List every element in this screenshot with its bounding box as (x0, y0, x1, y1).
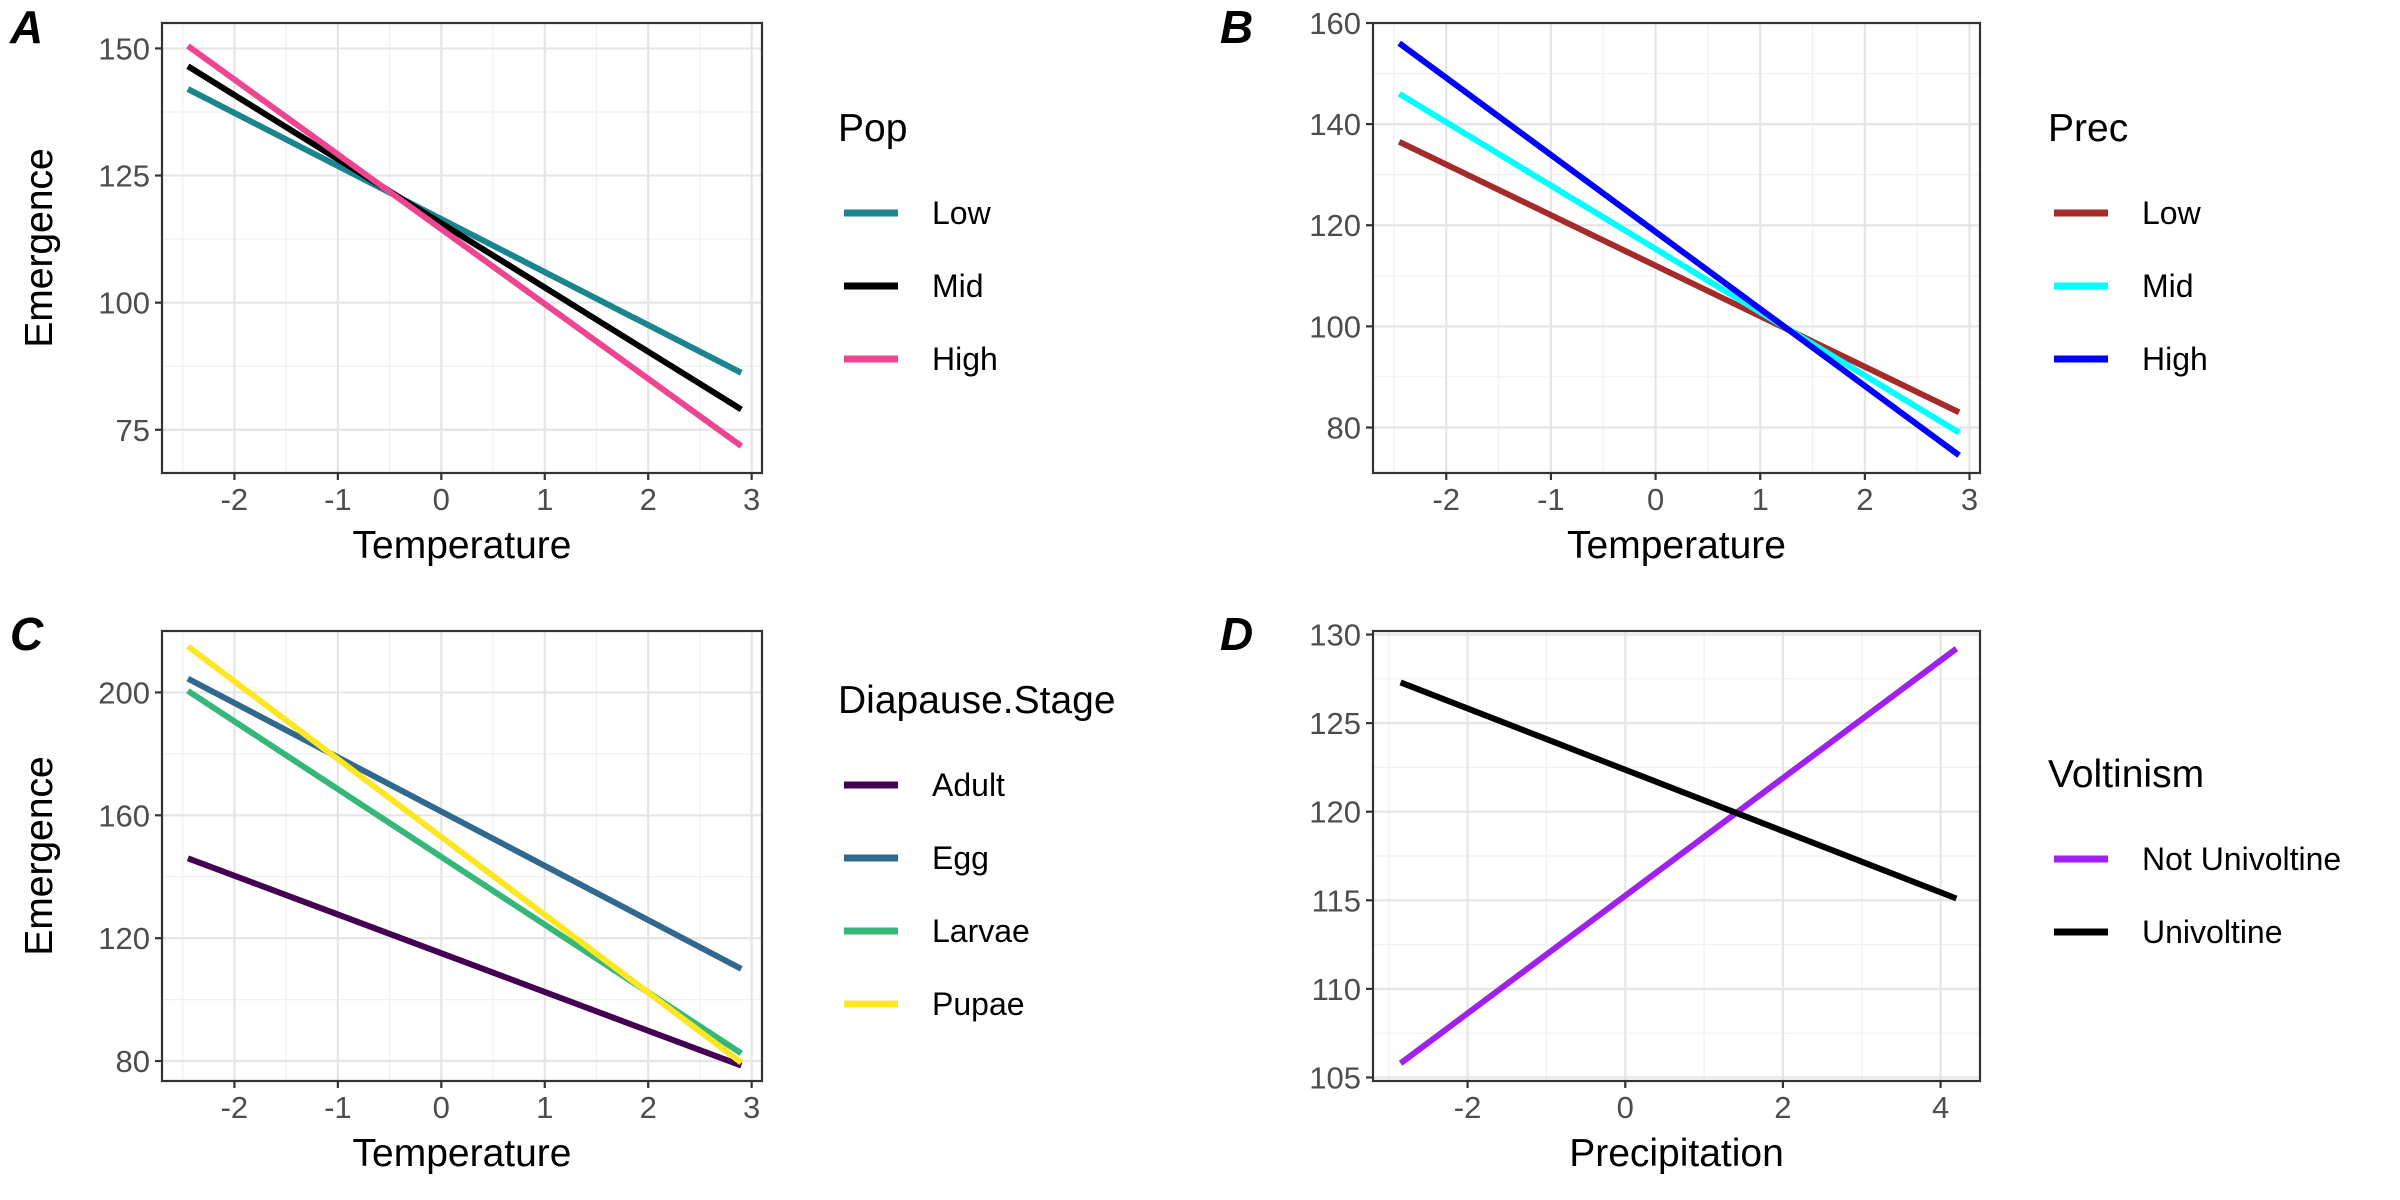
legend-label: Egg (932, 840, 989, 876)
series-line (186, 43, 744, 449)
y-tick-label: 200 (98, 675, 150, 710)
x-tick-label: -2 (1432, 482, 1460, 517)
panel-d: -2 0 2 4105110115120125130PrecipitationEmer… (18, 608, 2341, 1175)
y-tick-label: 125 (98, 159, 150, 194)
legend-label: Not Univoltine (2142, 841, 2341, 877)
x-tick-label: 4 (1932, 1090, 1949, 1125)
series-line (1397, 91, 1961, 436)
panel-b: -2 -1 0 1 2 380100120140160TemperatureEmergen… (18, 1, 2208, 567)
y-tick-label: 120 (98, 921, 150, 956)
legend-label: Mid (932, 268, 984, 304)
x-tick-label: 2 (640, 482, 657, 517)
y-axis-title: Emergence (18, 756, 61, 955)
series-line (186, 855, 743, 1069)
x-tick-label: -1 (324, 482, 352, 517)
legend-label: High (2142, 341, 2208, 377)
x-axis-title: Temperature (1567, 524, 1786, 567)
series-line (1397, 139, 1961, 416)
y-tick-label: 160 (1309, 6, 1361, 41)
y-tick-label: 140 (1309, 107, 1361, 142)
series-line (186, 675, 743, 972)
x-tick-label: 1 (536, 1090, 553, 1125)
x-tick-label: 0 (1617, 1090, 1634, 1125)
y-tick-label: 75 (116, 413, 150, 448)
y-tick-label: 110 (1312, 972, 1361, 1007)
x-tick-label: 2 (1856, 482, 1873, 517)
legend-title: Voltinism (2048, 753, 2204, 796)
panel-label: D (1220, 608, 1253, 660)
panel-label: C (10, 608, 44, 660)
legend-title: Pop (838, 107, 907, 150)
y-tick-label: 160 (98, 798, 150, 833)
x-tick-label: 1 (1752, 482, 1769, 517)
y-axis-title: Emergence (18, 148, 61, 347)
legend-title: Prec (2048, 107, 2128, 150)
y-axis-title: Emergence (18, 756, 61, 955)
x-tick-label: -2 (221, 482, 249, 517)
plot-border (160, 629, 764, 1083)
plot-border (160, 21, 764, 475)
legend-title: Diapause.Stage (838, 679, 1116, 722)
plot-border (1371, 21, 1982, 475)
x-axis-title: Temperature (353, 1132, 572, 1175)
panel-label: A (9, 1, 43, 53)
legend-label: Larvae (932, 913, 1030, 949)
legend: Diapause.Stage Adult Egg Larvae Pupae (838, 679, 1116, 1022)
x-tick-label: 0 (433, 482, 450, 517)
panel-c: -2 -1 0 1 2 3 80 120 160 200 Temperature Emergence C… (10, 608, 1116, 1175)
y-tick-label: 125 (1309, 706, 1361, 741)
legend-label: Mid (2142, 268, 2194, 304)
legend-label: Univoltine (2142, 914, 2283, 950)
x-tick-label: 0 (433, 1090, 450, 1125)
panel-a: -2 -1 0 1 2 3 75 100 125 150 Temperature Emergence A… (9, 1, 998, 567)
x-tick-label: -2 (1454, 1090, 1482, 1125)
y-axis-title: Emergence (18, 148, 61, 347)
series-line (1399, 679, 1958, 902)
series-line (186, 644, 744, 1065)
x-tick-label: 1 (536, 482, 553, 517)
series-line (1398, 646, 1959, 1066)
x-tick-label: 3 (1961, 482, 1978, 517)
legend: Voltinism Not Univoltine Univoltine (2048, 753, 2341, 950)
legend: Pop Low Mid High (838, 107, 998, 377)
x-axis-title: Temperature (353, 524, 572, 567)
y-tick-label: 100 (98, 286, 150, 321)
series-line (186, 63, 743, 412)
grid (1373, 21, 1980, 473)
y-tick-label: 100 (1309, 309, 1361, 344)
x-tick-label: -2 (221, 1090, 249, 1125)
x-tick-label: 0 (1647, 482, 1664, 517)
legend-label: Pupae (932, 986, 1025, 1022)
legend-label: Low (2142, 195, 2202, 231)
legend: Prec Low Mid High (2048, 107, 2208, 377)
y-tick-label: 105 (1309, 1060, 1361, 1095)
legend-label: Adult (932, 767, 1005, 803)
panel-label: B (1220, 1, 1253, 53)
y-tick-label: 80 (116, 1044, 150, 1079)
x-tick-label: -1 (324, 1090, 352, 1125)
y-tick-label: 120 (1309, 208, 1361, 243)
legend-label: Low (932, 195, 992, 231)
series-line (1397, 40, 1961, 458)
series-line (186, 86, 743, 376)
y-tick-label: 120 (1309, 795, 1361, 830)
y-tick-label: 115 (1312, 883, 1361, 918)
x-tick-label: 3 (743, 482, 760, 517)
y-tick-label: 130 (1309, 618, 1361, 653)
x-axis-title: Precipitation (1569, 1132, 1784, 1175)
legend-label: High (932, 341, 998, 377)
y-tick-label: 80 (1327, 410, 1361, 445)
x-tick-label: 2 (640, 1090, 657, 1125)
x-tick-label: -1 (1537, 482, 1565, 517)
plot-border (1371, 629, 1982, 1083)
x-tick-label: 2 (1774, 1090, 1791, 1125)
y-tick-label: 150 (98, 31, 150, 66)
x-tick-label: 3 (743, 1090, 760, 1125)
